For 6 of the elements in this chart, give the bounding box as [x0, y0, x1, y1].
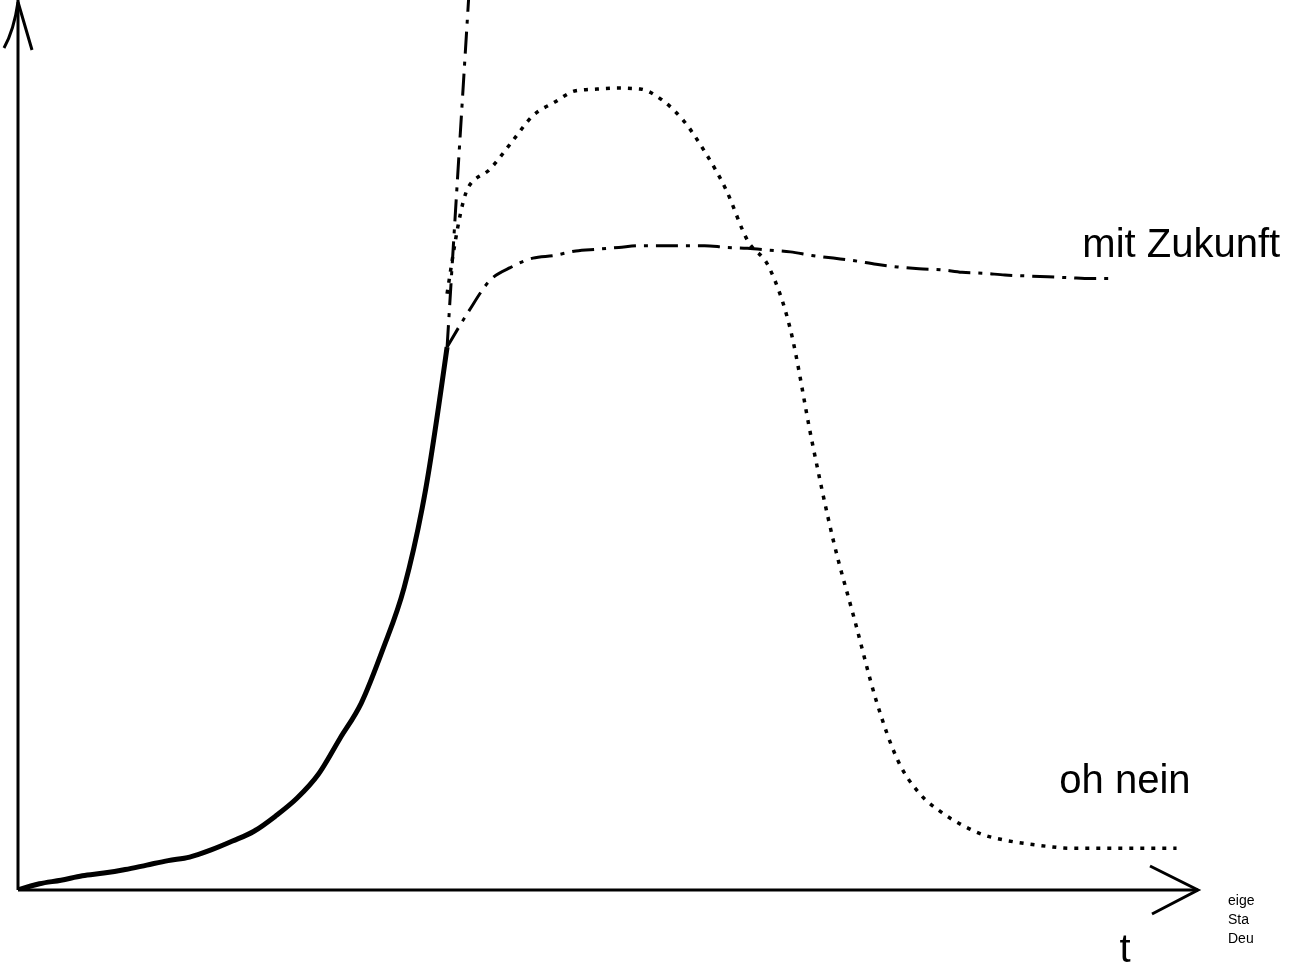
series-label: oh nein	[1059, 757, 1191, 802]
text: Sta	[1228, 911, 1250, 927]
series-label: mit Zukunft	[1082, 220, 1281, 265]
text: Deu	[1228, 930, 1254, 946]
text: eige	[1228, 892, 1255, 908]
x-axis-title: t	[1119, 926, 1131, 970]
